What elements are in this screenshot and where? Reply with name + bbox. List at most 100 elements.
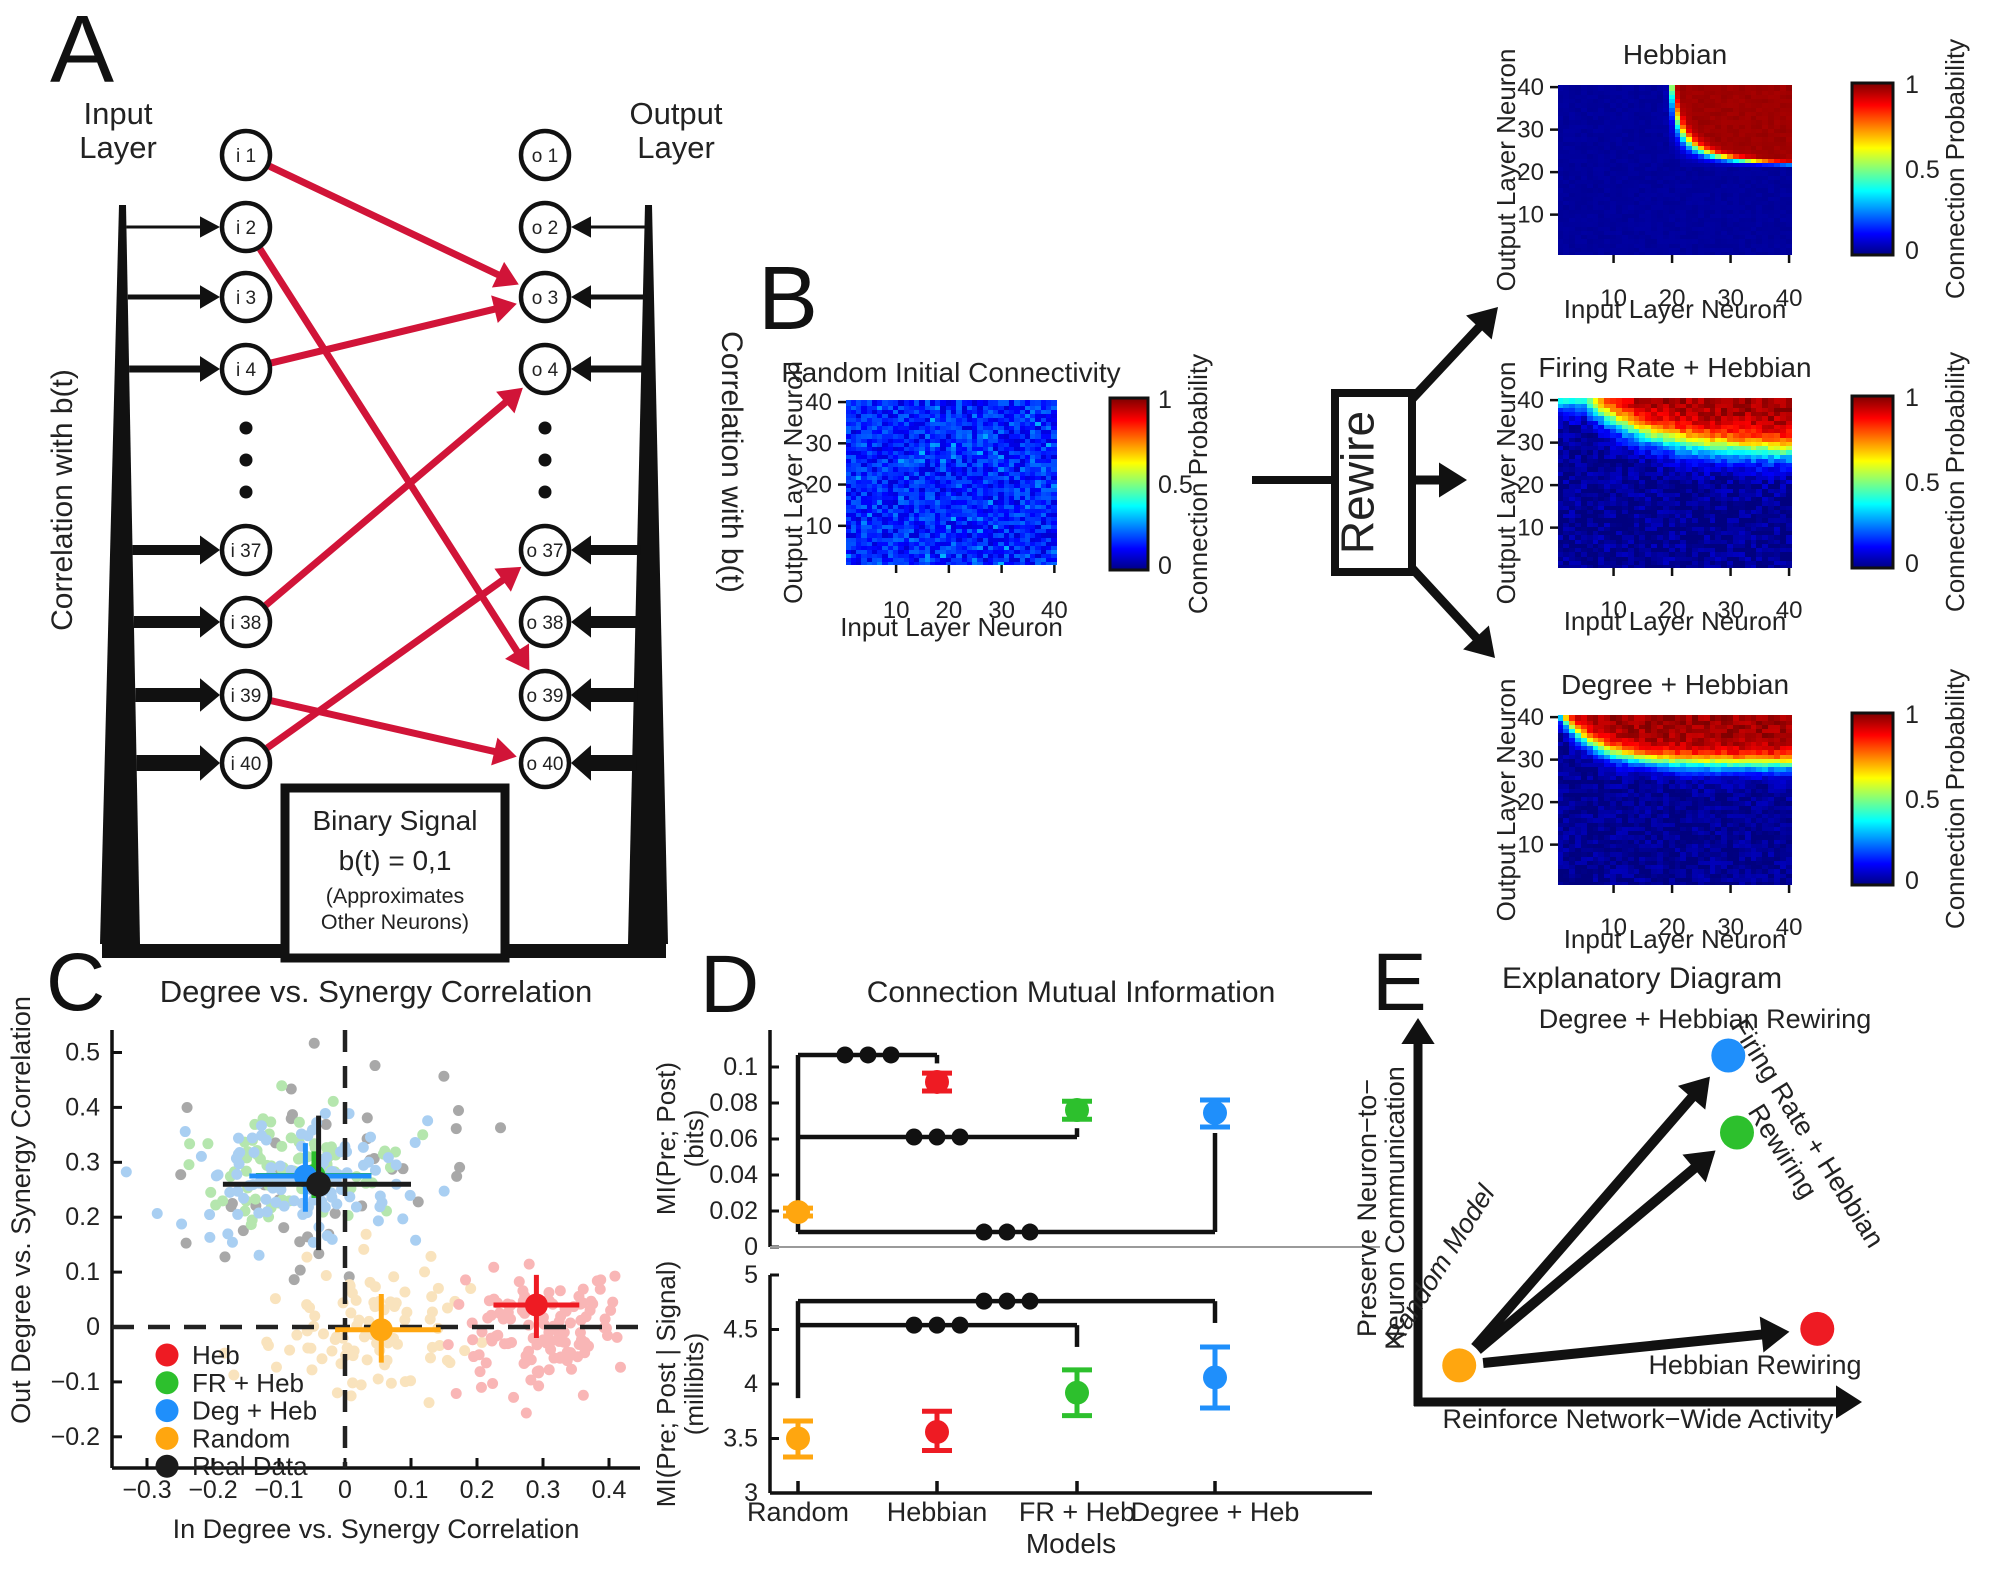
x-axis-label: Input Layer Neuron [1564, 924, 1787, 954]
legend-item-label: FR + Heb [192, 1368, 304, 1398]
y-tick-label: 4.5 [723, 1316, 758, 1344]
y-tick-label: 0.02 [709, 1197, 758, 1225]
colorbar-degree_hebbian [1852, 713, 1893, 885]
colorbar-tick-label: 0.5 [1905, 469, 1940, 497]
y-tick-label: 20 [1517, 472, 1544, 499]
y-axis-label: Out Degree vs. Synergy Correlation [6, 996, 36, 1424]
y-tick-label: 30 [805, 430, 832, 457]
y-tick-label: −0.2 [51, 1423, 100, 1451]
point-label-hebbian: Hebbian Rewiring [1648, 1350, 1861, 1380]
panel-label-a: A [50, 0, 115, 103]
x-tick-label: 10 [883, 597, 910, 624]
y-tick-label: 0.1 [65, 1258, 100, 1286]
scatter-clouds [120, 1037, 626, 1419]
colorbar-tick-label: 0 [1905, 237, 1919, 265]
y-axis-label: Neuron Communication [1380, 1066, 1410, 1350]
y-tick-label: 3 [744, 1479, 758, 1507]
colorbar-tick-label: 0.5 [1158, 471, 1193, 499]
neuron-node-label: o 2 [532, 218, 558, 239]
x-tick-label: 30 [1717, 597, 1744, 624]
x-tick-label: −0.2 [188, 1476, 237, 1504]
x-tick-label: 0.1 [394, 1476, 429, 1504]
neuron-node-label: i 38 [231, 613, 262, 634]
errorbar-points [783, 1069, 1230, 1225]
heatmap-image-degree_hebbian [1558, 715, 1792, 885]
colorbar-title: Connection Probability [1183, 354, 1213, 614]
heatmap-title: Random Initial Connectivity [781, 357, 1120, 388]
neuron-node-label: i 1 [236, 146, 256, 167]
colorbar-tick-label: 0 [1905, 550, 1919, 578]
colorbar-title: Connection Probability [1940, 669, 1970, 929]
errorbar-points [783, 1344, 1230, 1460]
x-axis-label: Input Layer Neuron [840, 612, 1063, 642]
y-tick-label: 20 [805, 472, 832, 499]
category-label: Random [747, 1497, 849, 1527]
category-label: FR + Heb [1019, 1497, 1135, 1527]
colorbar-tick-label: 1 [1905, 701, 1919, 729]
x-axis-label: Reinforce Network−Wide Activity [1443, 1404, 1834, 1434]
x-tick-label: 40 [1776, 914, 1803, 941]
binary-signal-box [280, 783, 510, 963]
colorbar-tick-label: 0 [1905, 867, 1919, 895]
x-tick-label: 0 [338, 1476, 352, 1504]
rewire-group: Rewire [1252, 307, 1498, 658]
x-axis-label: Models [1026, 1528, 1116, 1559]
colorbar-tick-label: 1 [1905, 384, 1919, 412]
colorbar-border [1850, 711, 1895, 887]
x-axis-label: Input Layer Neuron [1564, 606, 1787, 636]
significance-brackets [795, 1292, 1218, 1399]
heatmap-image-random_initial [846, 400, 1057, 565]
x-tick-label: 10 [1600, 914, 1627, 941]
y-tick-label: 0.2 [65, 1203, 100, 1231]
chart-title: Explanatory Diagram [1502, 962, 1782, 995]
x-tick-label: 0.2 [460, 1476, 495, 1504]
y-axis-label: Output Layer Neuron [1491, 679, 1521, 922]
x-tick-label: 40 [1776, 597, 1803, 624]
input-layer-title: Input [84, 96, 153, 131]
x-tick-label: 30 [1717, 914, 1744, 941]
rewire-label: Rewire [1332, 411, 1384, 554]
y-axis-label: Preserve Neuron−to− [1352, 1079, 1382, 1337]
neuron-node-label: o 4 [532, 360, 559, 381]
y-axis-label: MI(Pre; Post | Signal) [651, 1261, 681, 1508]
colorbar-border [1850, 81, 1895, 257]
y-axis-label: (bits) [679, 1110, 709, 1168]
y-tick-label: 0 [744, 1233, 758, 1261]
legend-item-label: Random [192, 1423, 290, 1453]
right-correlation-label: Correlation with b(t) [715, 331, 748, 593]
subplot-mi-millibits: 3 3.5 4 4.5 5 MI(Pre; Post | Signal)(millibit… [651, 1261, 1372, 1559]
category-label: Hebbian [887, 1497, 988, 1527]
neuron-node-label: i 2 [236, 218, 256, 239]
panel-label-c: C [46, 937, 106, 1028]
neuron-node-label: o 37 [527, 541, 564, 562]
y-tick-label: 30 [1517, 747, 1544, 774]
mean-markers [222, 1115, 580, 1363]
neuron-node-label: i 37 [231, 541, 262, 562]
panel-a-network-diagram: Correlation with b(t) Correlation with b(… [46, 96, 748, 963]
input-layer-title: Layer [79, 130, 157, 165]
model-point [1711, 1038, 1746, 1073]
x-tick-label: 30 [1717, 285, 1744, 312]
x-tick-label: 10 [1600, 597, 1627, 624]
neuron-node-label: i 39 [231, 686, 262, 707]
x-tick-label: 40 [1776, 285, 1803, 312]
scatter-plot: Degree vs. Synergy Correlation −0.3 −0.2 −0… [6, 974, 640, 1544]
x-tick-label: 10 [1600, 285, 1627, 312]
binary-signal-line: b(t) = 0,1 [339, 845, 452, 876]
model-point [1442, 1348, 1477, 1383]
y-tick-label: 0.04 [709, 1161, 758, 1189]
heatmap-title: Firing Rate + Hebbian [1538, 352, 1811, 383]
y-tick-label: 0.5 [65, 1039, 100, 1067]
significance-brackets [795, 1046, 1218, 1241]
x-tick-label: 30 [988, 597, 1015, 624]
colorbar-tick-label: 0.5 [1905, 786, 1940, 814]
y-axis-label: (millibits) [679, 1333, 709, 1436]
neuron-nodes: i 1 i 2 i 3 i 4 i 37 i 38 i 39 i 40 o 1 o 2 o 3 o 4… [219, 128, 572, 790]
y-tick-label: 0.3 [65, 1148, 100, 1176]
colorbar-random_initial [1110, 398, 1148, 570]
y-axis-label: Output Layer Neuron [1491, 362, 1521, 605]
